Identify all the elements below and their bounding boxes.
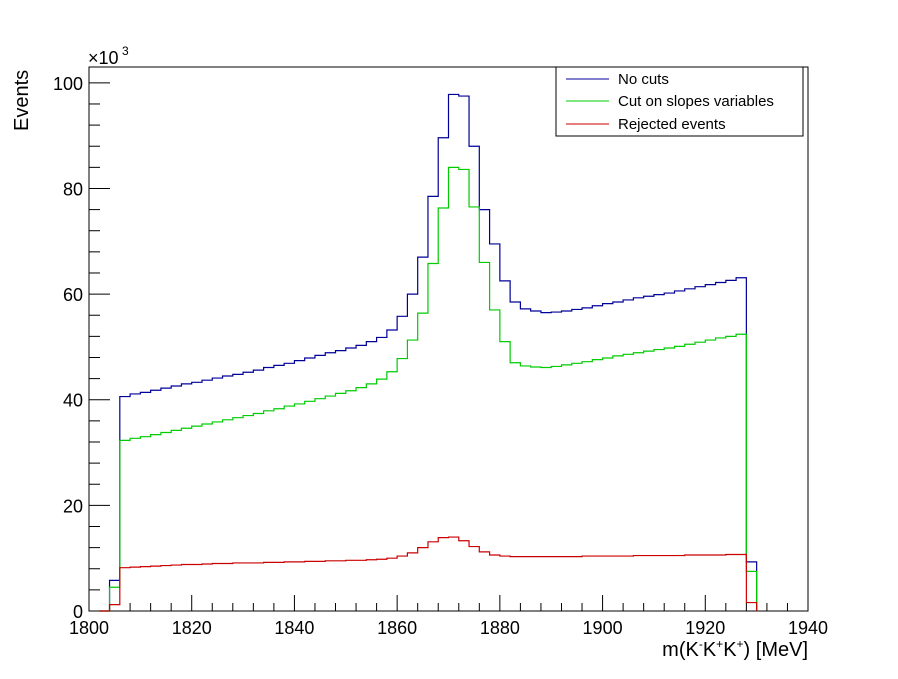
y-tick-label: 60: [63, 285, 83, 305]
y-tick-label: 40: [63, 391, 83, 411]
series-line-2: [99, 536, 758, 612]
x-tick-label: 1900: [583, 618, 623, 638]
x-label-part-3: ) [MeV]: [744, 639, 808, 661]
series-line-1: [99, 166, 758, 612]
x-tick-label: 1880: [480, 618, 520, 638]
plot-frame: [88, 66, 809, 612]
x-tick-label: 1800: [69, 618, 109, 638]
y-tick-label: 80: [63, 179, 83, 199]
x-label-sup-1: +: [716, 637, 723, 651]
x-label-sup-0: -: [699, 637, 703, 651]
x-tick-label: 1940: [788, 618, 828, 638]
x-axis-label: m(K-K+K+) [MeV]: [662, 637, 808, 661]
y-tick-label: 100: [53, 74, 83, 94]
axis-tick-labels: 1800 1820 1840 1860 1880 1900 1920 1940 0 20 40 60 8…: [53, 74, 828, 638]
x-label-part-2: K: [723, 639, 737, 661]
legend-label-no-cuts: No cuts: [618, 71, 669, 88]
x-label-part-1: K: [703, 639, 717, 661]
histogram-series: [99, 93, 758, 612]
y-axis-label: Events: [11, 70, 33, 131]
x-tick-label: 1860: [377, 618, 417, 638]
y-tick-label: 0: [73, 602, 83, 622]
legend-label-cut-on-slopes: Cut on slopes variables: [618, 93, 774, 110]
series-line-0: [99, 93, 758, 612]
legend: No cuts Cut on slopes variables Rejected…: [555, 66, 804, 137]
y-multiplier-exponent: 3: [122, 44, 129, 58]
y-multiplier: ×10 3: [88, 44, 129, 68]
x-tick-label: 1920: [685, 618, 725, 638]
axis-ticks: [88, 82, 809, 612]
y-tick-label: 20: [63, 496, 83, 516]
y-multiplier-base: ×10: [88, 48, 119, 68]
legend-label-rejected: Rejected events: [618, 116, 726, 133]
x-tick-label: 1840: [274, 618, 314, 638]
x-label-part-0: m(K: [662, 639, 699, 661]
x-tick-label: 1820: [172, 618, 212, 638]
x-label-sup-2: +: [737, 637, 744, 651]
